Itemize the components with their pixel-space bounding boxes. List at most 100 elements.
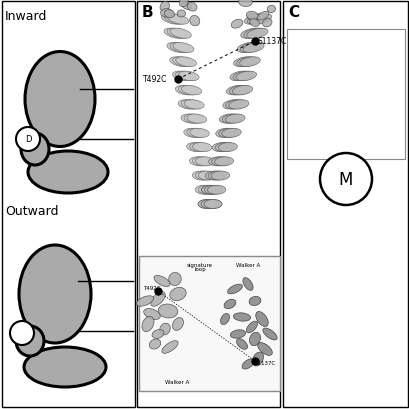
Ellipse shape: [143, 309, 160, 320]
Ellipse shape: [204, 172, 223, 181]
Ellipse shape: [195, 157, 214, 166]
Ellipse shape: [175, 58, 196, 67]
Ellipse shape: [183, 129, 203, 138]
Ellipse shape: [169, 273, 181, 286]
Ellipse shape: [184, 115, 203, 124]
Ellipse shape: [208, 157, 227, 166]
Ellipse shape: [181, 101, 201, 110]
Ellipse shape: [204, 186, 222, 195]
Ellipse shape: [192, 143, 211, 152]
Ellipse shape: [233, 313, 250, 321]
Text: T492C: T492C: [143, 75, 167, 84]
Ellipse shape: [24, 347, 106, 387]
Ellipse shape: [227, 284, 242, 294]
Ellipse shape: [160, 9, 173, 18]
Text: S1137C: S1137C: [254, 360, 276, 365]
Ellipse shape: [244, 15, 265, 25]
Ellipse shape: [221, 129, 240, 138]
Ellipse shape: [178, 86, 198, 96]
Ellipse shape: [201, 186, 219, 195]
Ellipse shape: [187, 3, 196, 12]
Ellipse shape: [198, 172, 216, 181]
Ellipse shape: [195, 172, 213, 181]
Ellipse shape: [225, 115, 245, 124]
Ellipse shape: [249, 20, 258, 27]
Text: B: B: [142, 5, 153, 20]
Ellipse shape: [28, 152, 108, 193]
Ellipse shape: [240, 43, 261, 53]
Ellipse shape: [247, 14, 258, 22]
Ellipse shape: [158, 304, 178, 318]
Ellipse shape: [198, 200, 216, 209]
Ellipse shape: [228, 101, 248, 110]
Ellipse shape: [169, 288, 186, 301]
Ellipse shape: [161, 15, 182, 25]
Ellipse shape: [246, 321, 257, 333]
Ellipse shape: [16, 128, 40, 152]
Ellipse shape: [208, 172, 226, 181]
Ellipse shape: [204, 200, 221, 209]
Ellipse shape: [167, 29, 188, 39]
Ellipse shape: [225, 101, 245, 110]
Ellipse shape: [186, 143, 205, 152]
Ellipse shape: [252, 352, 263, 366]
Ellipse shape: [236, 43, 257, 53]
Ellipse shape: [243, 29, 264, 39]
Ellipse shape: [164, 11, 174, 19]
Ellipse shape: [162, 341, 178, 353]
Ellipse shape: [198, 200, 216, 209]
Ellipse shape: [229, 86, 249, 96]
Ellipse shape: [256, 12, 268, 21]
Ellipse shape: [187, 129, 206, 138]
Ellipse shape: [246, 29, 267, 39]
Text: C: C: [287, 5, 299, 20]
Ellipse shape: [153, 276, 170, 287]
Ellipse shape: [173, 43, 193, 53]
Text: signature: signature: [187, 262, 213, 267]
Text: Inward: Inward: [5, 10, 47, 23]
Ellipse shape: [178, 101, 198, 110]
Ellipse shape: [178, 72, 198, 81]
Ellipse shape: [267, 6, 275, 13]
Text: D: D: [25, 135, 31, 144]
Ellipse shape: [222, 101, 242, 110]
Ellipse shape: [179, 0, 187, 8]
Ellipse shape: [214, 157, 233, 166]
Ellipse shape: [204, 200, 221, 209]
Ellipse shape: [177, 11, 185, 18]
Ellipse shape: [172, 72, 193, 81]
Ellipse shape: [169, 58, 190, 67]
Ellipse shape: [166, 43, 187, 53]
Ellipse shape: [192, 172, 210, 181]
Ellipse shape: [255, 312, 267, 327]
Ellipse shape: [200, 200, 218, 209]
Ellipse shape: [181, 3, 191, 11]
Text: Walker A: Walker A: [235, 262, 259, 267]
Ellipse shape: [262, 328, 276, 340]
Ellipse shape: [198, 186, 216, 195]
Ellipse shape: [319, 154, 371, 205]
Bar: [282, 2, 407, 407]
Text: S1137C: S1137C: [257, 37, 287, 46]
Text: Walker A: Walker A: [164, 379, 189, 384]
Ellipse shape: [149, 339, 160, 349]
Ellipse shape: [192, 157, 211, 166]
Ellipse shape: [236, 58, 257, 67]
Ellipse shape: [215, 143, 234, 152]
Ellipse shape: [232, 72, 253, 81]
Ellipse shape: [136, 296, 153, 306]
Ellipse shape: [187, 115, 206, 124]
Ellipse shape: [218, 143, 237, 152]
Ellipse shape: [172, 58, 193, 67]
Ellipse shape: [175, 72, 196, 81]
Ellipse shape: [236, 72, 256, 81]
Bar: [2, 2, 135, 407]
Ellipse shape: [238, 0, 252, 7]
Ellipse shape: [189, 16, 199, 27]
Ellipse shape: [172, 318, 183, 330]
Ellipse shape: [207, 186, 225, 195]
Ellipse shape: [10, 321, 34, 345]
Ellipse shape: [201, 186, 219, 195]
Ellipse shape: [233, 58, 254, 67]
Ellipse shape: [195, 186, 213, 195]
